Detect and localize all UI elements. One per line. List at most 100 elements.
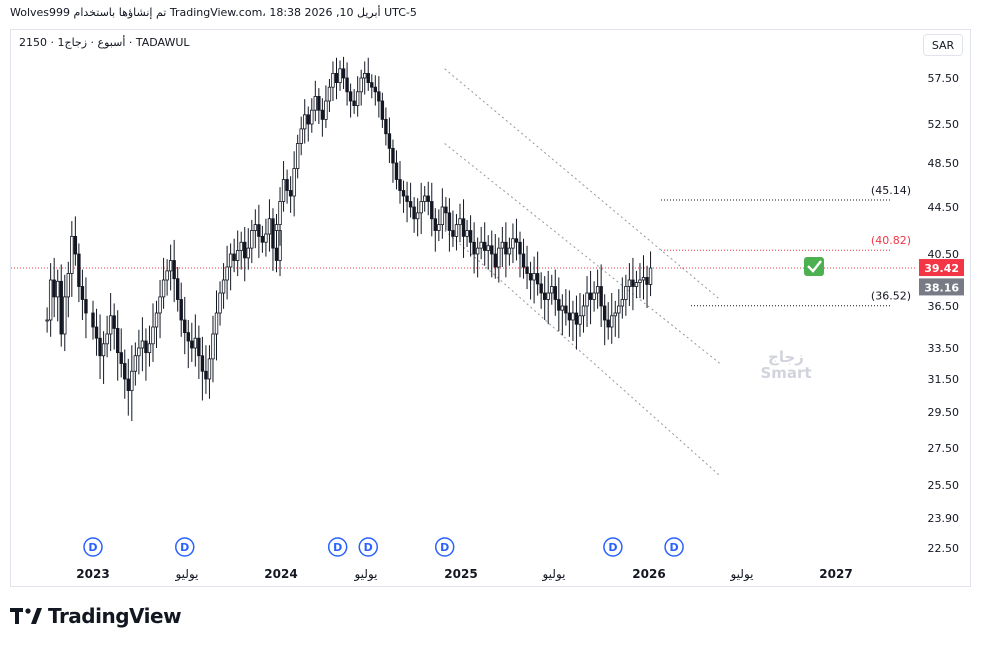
candle-body [461, 218, 466, 237]
y-tick-label: 22.50 [928, 542, 960, 555]
candle-body [172, 260, 176, 280]
candle-body [151, 326, 155, 345]
candle-body [303, 114, 307, 130]
candle-body [281, 179, 286, 202]
level-label-1: (45.14) [871, 184, 911, 197]
candle-body [387, 133, 392, 149]
candle-body [112, 315, 116, 329]
candle-body [391, 147, 395, 164]
candle-body [147, 343, 152, 354]
x-tick-label: 2027 [819, 567, 852, 581]
candle-body [306, 114, 310, 125]
candle-body [56, 280, 60, 298]
candle-body [560, 305, 565, 311]
candle-body [405, 195, 409, 202]
candle-body [641, 276, 646, 281]
currency-selector[interactable]: SAR [923, 34, 963, 56]
candle-body [627, 279, 632, 287]
candle-body [415, 212, 420, 220]
candle-body [200, 355, 205, 372]
y-tick-label: 27.50 [928, 442, 960, 455]
candle-body [116, 327, 120, 354]
candle-body [539, 283, 543, 294]
candle-body [264, 233, 268, 243]
chart-panel[interactable]: (45.14) (40.82) (36.52) زجاج Smart 57.50 52.50… [10, 29, 971, 587]
candle-body [278, 201, 282, 226]
candle-body [377, 91, 381, 102]
candle-body [504, 241, 508, 255]
tradingview-logo[interactable]: TradingView [10, 604, 182, 628]
x-tick-label: 2024 [264, 567, 297, 581]
candle-body [299, 128, 303, 144]
candle-body [638, 279, 642, 283]
candle-body [260, 235, 265, 243]
candle-body [341, 68, 346, 79]
candle-body [211, 333, 215, 360]
candle-body [221, 279, 226, 294]
price-label-previous [919, 278, 964, 296]
candle-body [634, 282, 639, 287]
candle-body [578, 315, 582, 325]
candle-body [507, 247, 512, 255]
candle-body [239, 241, 243, 251]
x-tick-label: يوليو [729, 567, 753, 582]
candle-body [518, 241, 522, 255]
candle-body [225, 266, 229, 281]
candle-body [77, 253, 81, 287]
candle-body [567, 312, 572, 321]
candle-body [546, 292, 550, 300]
candle-body [617, 305, 621, 314]
dividend-icon [83, 537, 103, 557]
candle-body [331, 73, 335, 88]
dividend-icon [358, 537, 378, 557]
dividend-icon [603, 537, 623, 557]
x-tick-label: يوليو [174, 567, 198, 582]
candle-body [295, 143, 300, 169]
candle-body [165, 270, 169, 281]
candle-body [451, 230, 455, 237]
candle-body [274, 224, 279, 231]
candle-body [564, 305, 568, 314]
candle-body [348, 91, 353, 102]
channel-line-1 [444, 68, 721, 300]
candle-body [271, 218, 275, 249]
candle-body [493, 253, 497, 268]
candle-body [366, 73, 370, 84]
candle-body [511, 238, 515, 249]
candle-body [648, 267, 653, 285]
candle-body [363, 73, 367, 79]
x-tick-label: 2023 [76, 567, 109, 581]
dividend-marker-label: D [88, 541, 97, 554]
candle-body [45, 319, 49, 322]
candle-body [175, 278, 180, 300]
candle-body [334, 73, 339, 84]
candle-body [352, 100, 356, 106]
dividend-icon [175, 537, 195, 557]
candle-body [70, 235, 74, 274]
candle-body [267, 218, 272, 235]
x-tick-label: يوليو [353, 567, 377, 582]
symbol-info: 2150 · 1أسبوع · زجاج · TADAWUL [19, 36, 190, 49]
candle-body [324, 100, 328, 120]
tradingview-logo-text: TradingView [48, 604, 182, 628]
candle-body [186, 332, 190, 342]
candle-body [528, 273, 533, 281]
candle-body [123, 363, 127, 380]
y-tick-label: 57.50 [928, 72, 960, 85]
price-label-text-previous: 38.16 [924, 281, 959, 294]
dividend-marker-label: D [440, 541, 449, 554]
tradingview-logo-icon [10, 608, 42, 624]
candle-body [126, 378, 130, 391]
candle-body [250, 230, 254, 249]
y-tick-label: 40.50 [928, 248, 960, 261]
candle-body [525, 266, 529, 274]
candle-body [257, 224, 261, 237]
x-tick-label: 2025 [444, 567, 477, 581]
candle-body [235, 250, 240, 261]
candle-body [581, 305, 586, 317]
candle-body [380, 100, 385, 120]
level-label-2: (40.82) [871, 234, 911, 247]
candle-body [183, 319, 187, 333]
candle-body [207, 358, 212, 380]
